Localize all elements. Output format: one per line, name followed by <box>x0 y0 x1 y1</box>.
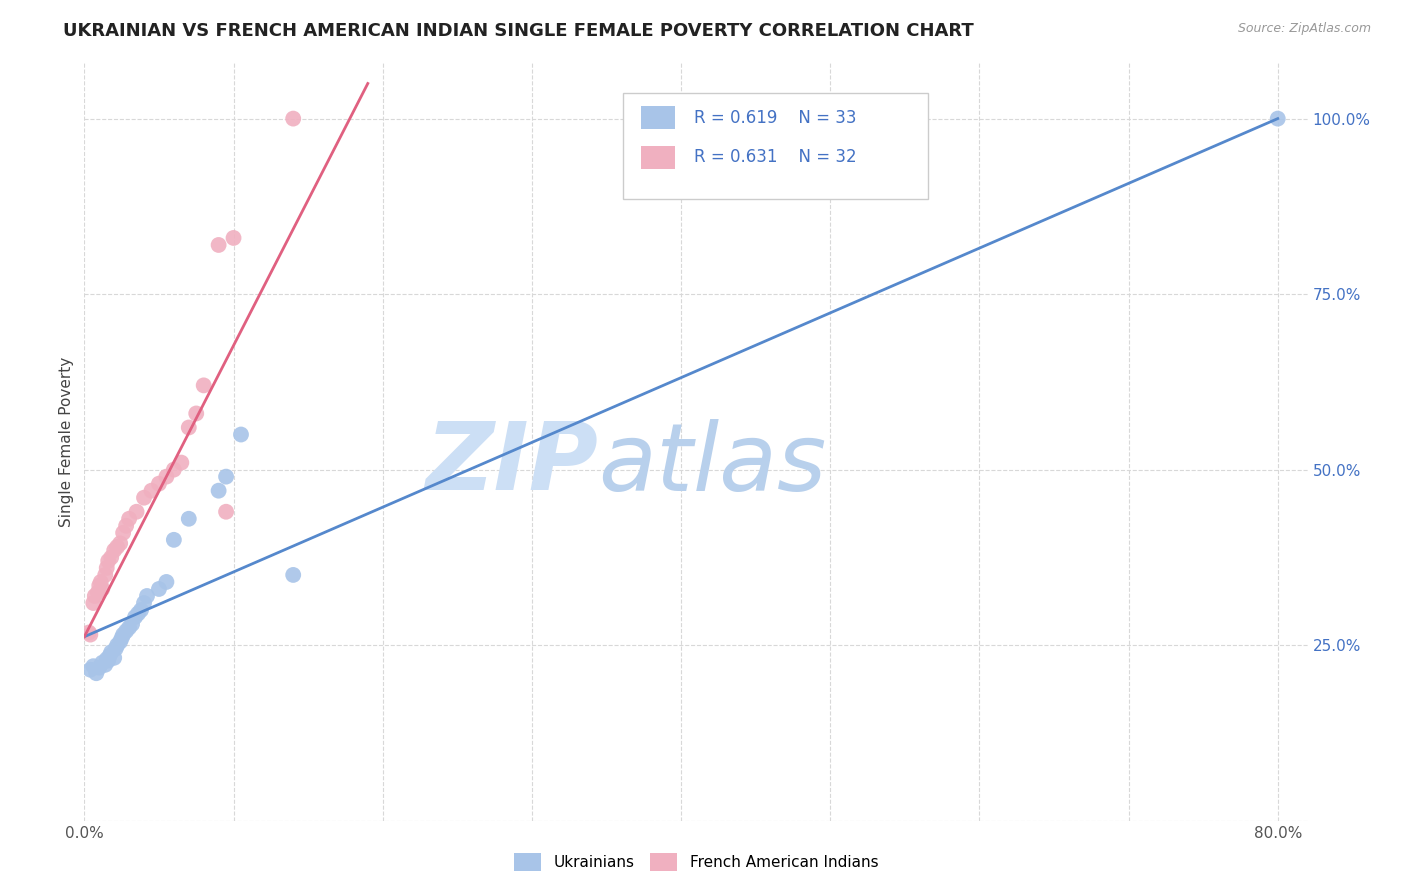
Point <box>112 627 135 641</box>
Point <box>90 574 112 589</box>
Point <box>108 536 131 550</box>
Point <box>97 554 120 568</box>
Point <box>170 456 193 470</box>
Point <box>97 654 120 668</box>
Point <box>100 550 122 565</box>
Point <box>91 656 114 670</box>
Point <box>77 625 100 640</box>
Point <box>79 663 101 677</box>
Point <box>115 624 138 639</box>
Point <box>98 648 121 663</box>
Point <box>207 238 229 252</box>
Point <box>111 631 134 645</box>
Point <box>87 585 110 599</box>
Point <box>94 568 117 582</box>
Point <box>215 469 238 483</box>
Point <box>83 589 105 603</box>
Text: atlas: atlas <box>598 418 827 510</box>
Point <box>108 634 131 648</box>
Point <box>96 652 118 666</box>
Point <box>105 540 128 554</box>
Text: R = 0.619    N = 33: R = 0.619 N = 33 <box>693 109 856 127</box>
Point <box>84 666 107 681</box>
Point <box>96 561 118 575</box>
Point <box>89 660 111 674</box>
Point <box>163 533 186 547</box>
Point <box>186 407 208 421</box>
Point <box>136 589 159 603</box>
FancyBboxPatch shape <box>641 145 675 169</box>
Point <box>105 638 128 652</box>
Point <box>155 469 177 483</box>
Point <box>118 512 141 526</box>
Point <box>118 621 141 635</box>
Point <box>132 491 155 505</box>
Point <box>112 525 135 540</box>
Point <box>103 543 125 558</box>
Point <box>89 578 111 592</box>
Point <box>127 607 149 621</box>
Point <box>125 505 148 519</box>
Text: Source: ZipAtlas.com: Source: ZipAtlas.com <box>1237 22 1371 36</box>
Point <box>283 112 305 126</box>
Point <box>104 641 127 656</box>
Point <box>148 476 170 491</box>
Point <box>115 518 138 533</box>
Point <box>124 610 146 624</box>
Point <box>132 596 155 610</box>
Point <box>1267 112 1289 126</box>
Point <box>155 574 177 589</box>
Point <box>121 617 143 632</box>
Point <box>177 512 200 526</box>
Point <box>82 659 104 673</box>
Point <box>129 603 152 617</box>
Point <box>222 231 245 245</box>
Point <box>193 378 215 392</box>
Text: R = 0.631    N = 32: R = 0.631 N = 32 <box>693 148 856 166</box>
Point <box>82 596 104 610</box>
Point <box>103 650 125 665</box>
FancyBboxPatch shape <box>641 106 675 129</box>
Point <box>177 420 200 434</box>
Point <box>283 568 305 582</box>
Point <box>79 627 101 641</box>
Legend: Ukrainians, French American Indians: Ukrainians, French American Indians <box>508 847 884 878</box>
Point <box>207 483 229 498</box>
Point <box>91 582 114 596</box>
FancyBboxPatch shape <box>623 93 928 199</box>
Point <box>229 427 252 442</box>
Point <box>163 462 186 476</box>
Point <box>148 582 170 596</box>
Point <box>215 505 238 519</box>
Y-axis label: Single Female Poverty: Single Female Poverty <box>59 357 75 526</box>
Text: UKRAINIAN VS FRENCH AMERICAN INDIAN SINGLE FEMALE POVERTY CORRELATION CHART: UKRAINIAN VS FRENCH AMERICAN INDIAN SING… <box>63 22 974 40</box>
Point <box>141 483 163 498</box>
Point <box>94 657 117 672</box>
Text: ZIP: ZIP <box>425 418 598 510</box>
Point <box>100 645 122 659</box>
